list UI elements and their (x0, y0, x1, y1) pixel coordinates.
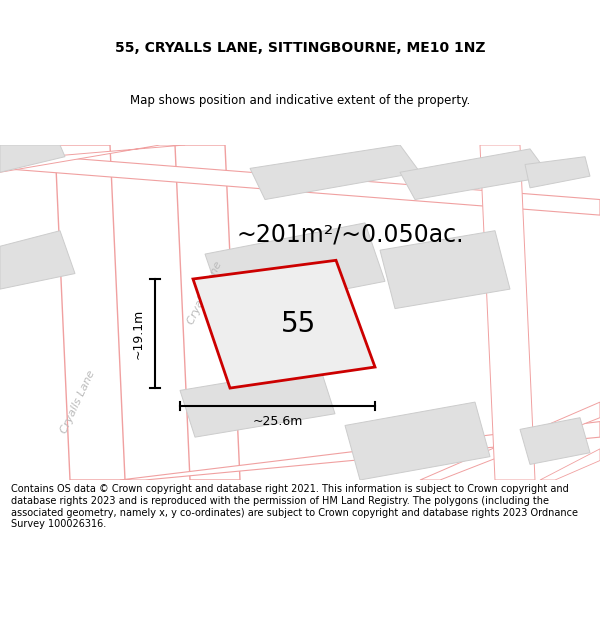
Polygon shape (525, 157, 590, 188)
Text: 55: 55 (281, 309, 316, 338)
Polygon shape (345, 402, 490, 480)
Text: ~201m²/~0.050ac.: ~201m²/~0.050ac. (236, 222, 464, 247)
Polygon shape (0, 152, 600, 215)
Polygon shape (540, 449, 600, 480)
Text: Cryalls Lane: Cryalls Lane (186, 260, 224, 326)
Polygon shape (180, 367, 335, 437)
Text: Map shows position and indicative extent of the property.: Map shows position and indicative extent… (130, 94, 470, 108)
Polygon shape (0, 145, 65, 172)
Text: Contains OS data © Crown copyright and database right 2021. This information is : Contains OS data © Crown copyright and d… (11, 484, 578, 529)
Polygon shape (380, 231, 510, 309)
Polygon shape (250, 145, 420, 199)
Polygon shape (55, 145, 125, 480)
Polygon shape (175, 145, 240, 480)
Text: 55, CRYALLS LANE, SITTINGBOURNE, ME10 1NZ: 55, CRYALLS LANE, SITTINGBOURNE, ME10 1N… (115, 41, 485, 54)
Polygon shape (480, 145, 535, 480)
Polygon shape (0, 145, 185, 172)
Text: Cryalls Lane: Cryalls Lane (59, 369, 97, 435)
Polygon shape (420, 402, 600, 480)
Polygon shape (205, 223, 385, 312)
Polygon shape (400, 149, 550, 199)
Polygon shape (193, 260, 375, 388)
Text: ~25.6m: ~25.6m (253, 414, 302, 428)
Polygon shape (0, 231, 75, 289)
Polygon shape (520, 418, 590, 464)
Text: ~19.1m: ~19.1m (132, 308, 145, 359)
Polygon shape (120, 422, 600, 480)
